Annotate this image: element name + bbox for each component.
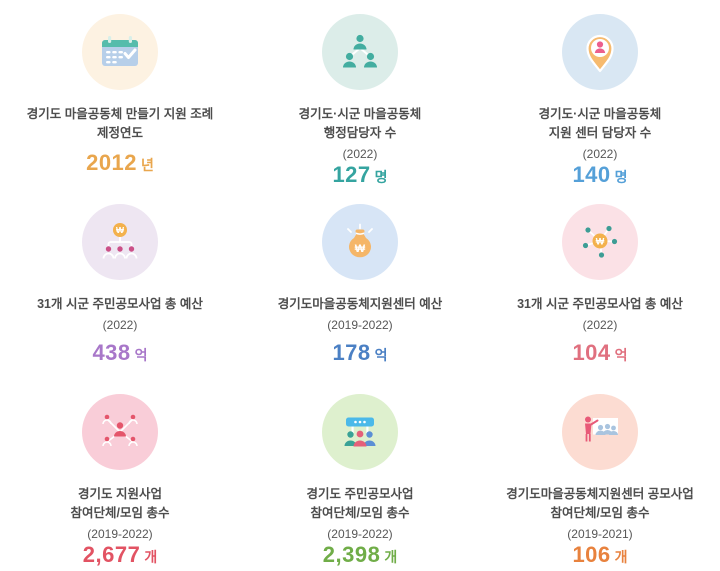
stat-value-row: 178 억	[332, 340, 387, 366]
stat-value-row: 2,677 개	[83, 542, 157, 568]
stat-card-resident-groups: 경기도 주민공모사업 참여단체/모임 총수 (2019-2022) 2,398 …	[240, 380, 480, 571]
coin-people-icon: ₩	[82, 204, 158, 280]
stat-label-line2: 참여단체/모임 총수	[550, 505, 650, 520]
svg-text:₩: ₩	[116, 225, 125, 235]
stat-label: 경기도 주민공모사업 참여단체/모임 총수	[307, 485, 414, 523]
stat-value-row: 127 명	[332, 162, 387, 188]
money-bag-glyph: ₩	[347, 223, 373, 258]
stat-value: 2,677	[82, 542, 141, 568]
stat-unit: 억	[134, 347, 148, 363]
stat-unit: 명	[374, 169, 388, 186]
stat-unit: 년	[141, 157, 154, 173]
stat-unit: 개	[614, 549, 628, 566]
stat-label-line1: 경기도 지원사업	[78, 487, 162, 501]
money-bag-icon: ₩	[322, 204, 398, 280]
stat-label-line1: 경기도마을공동체지원센터 공모사업	[506, 487, 694, 501]
stat-value-row: 140 명	[572, 162, 627, 188]
coin-network-icon: ₩	[562, 204, 638, 280]
stat-label-line2: 행정담당자 수	[323, 125, 397, 140]
stat-card-center-budget: ₩ 경기도마을공동체지원센터 예산 (2019-2022) 178 억	[240, 190, 480, 380]
stat-label-line1: 경기도마을공동체지원센터 예산	[277, 297, 443, 311]
stat-value: 106	[572, 542, 611, 568]
svg-text:₩: ₩	[596, 237, 605, 247]
stat-card-sigun-budget: ₩ 31개 시군 주민공모사업 총 예산 (2022) 438 억	[0, 190, 240, 380]
stat-label: 31개 시군 주민공모사업 총 예산	[517, 295, 683, 314]
stat-card-center-staff: 경기도·시군 마을공동체 지원 센터 담당자 수 (2022) 140 명	[480, 0, 720, 190]
stat-value: 127	[332, 162, 371, 188]
stat-period: (2019-2021)	[567, 526, 633, 541]
stat-label-line2: 제정연도	[96, 125, 143, 140]
stat-period: (2022)	[582, 146, 618, 161]
stat-value-row: 2012 년	[86, 150, 154, 176]
stat-label: 경기도 지원사업 참여단체/모임 총수	[71, 485, 170, 523]
stat-label: 경기도마을공동체지원센터 공모사업 참여단체/모임 총수	[506, 485, 693, 523]
stat-card-admin-staff: 경기도·시군 마을공동체 행정담당자 수 (2022) 127 명	[240, 0, 480, 190]
stat-unit: 개	[144, 549, 158, 566]
svg-text:₩: ₩	[355, 243, 366, 255]
stat-label: 경기도·시군 마을공동체 지원 센터 담당자 수	[539, 105, 662, 143]
stat-value: 2012	[86, 150, 138, 175]
stat-value: 104	[572, 340, 611, 365]
stat-unit: 명	[614, 169, 628, 186]
location-pin-person-icon	[562, 14, 638, 90]
stat-card-ordinance-year: 경기도 마을공동체 만들기 지원 조례 제정연도 2012 년	[0, 0, 240, 190]
stat-label-line2: 참여단체/모임 총수	[70, 505, 170, 520]
signboard-people-glyph	[344, 417, 376, 447]
stat-value: 140	[572, 162, 611, 188]
stat-period: (2022)	[342, 146, 378, 161]
stat-label: 경기도·시군 마을공동체 행정담당자 수	[299, 105, 422, 143]
stat-card-center-groups: 경기도마을공동체지원센터 공모사업 참여단체/모임 총수 (2019-2021)…	[480, 380, 720, 571]
stat-value-row: 438 억	[92, 340, 147, 366]
stat-card-sigun-budget-2: ₩ 31개 시군 주민공모사업 총 예산 (2022) 104 억	[480, 190, 720, 380]
stat-period: (2022)	[102, 317, 138, 332]
stat-period: (2022)	[582, 317, 618, 332]
stat-value-row: 106 개	[572, 542, 627, 568]
stat-value-row: 2,398 개	[323, 542, 397, 568]
stat-label-line1: 31개 시군 주민공모사업 총 예산	[517, 297, 683, 311]
stat-period: (2019-2022)	[327, 317, 393, 332]
coin-people-glyph: ₩	[102, 223, 138, 259]
people-network-icon	[82, 394, 158, 470]
stat-value: 2,398	[322, 542, 381, 568]
stat-unit: 개	[384, 549, 398, 566]
stat-label-line1: 31개 시군 주민공모사업 총 예산	[37, 297, 203, 311]
stat-label-line1: 경기도·시군 마을공동체	[298, 107, 422, 121]
stat-label: 31개 시군 주민공모사업 총 예산	[37, 295, 203, 314]
stat-value: 178	[332, 340, 371, 365]
location-pin-glyph	[586, 34, 614, 73]
presenter-audience-icon	[562, 394, 638, 470]
coin-network-glyph: ₩	[582, 225, 618, 258]
stat-label-line1: 경기도 마을공동체 만들기 지원 조례	[26, 107, 214, 121]
stat-label: 경기도마을공동체지원센터 예산	[278, 295, 442, 314]
stat-label-line2: 참여단체/모임 총수	[310, 505, 410, 520]
signboard-people-icon	[322, 394, 398, 470]
stat-unit: 억	[614, 347, 628, 363]
stat-value: 438	[92, 340, 131, 365]
stat-period: (2019-2022)	[87, 526, 153, 541]
stat-period: (2019-2022)	[327, 526, 393, 541]
presenter-audience-glyph	[585, 416, 618, 442]
org-chart-people-icon	[322, 14, 398, 90]
people-network-glyph	[102, 414, 138, 447]
stat-label-line1: 경기도·시군 마을공동체	[538, 107, 662, 121]
stat-card-province-groups: 경기도 지원사업 참여단체/모임 총수 (2019-2022) 2,677 개	[0, 380, 240, 571]
stat-unit: 억	[374, 347, 388, 363]
stat-value-row: 104 억	[572, 340, 627, 366]
calendar-check-glyph	[102, 36, 138, 66]
stat-label-line1: 경기도 주민공모사업	[306, 487, 414, 501]
stat-label-line2: 지원 센터 담당자 수	[548, 125, 652, 140]
calendar-check-icon	[82, 14, 158, 90]
stat-label: 경기도 마을공동체 만들기 지원 조례 제정연도	[27, 105, 213, 143]
org-chart-glyph	[343, 34, 377, 68]
